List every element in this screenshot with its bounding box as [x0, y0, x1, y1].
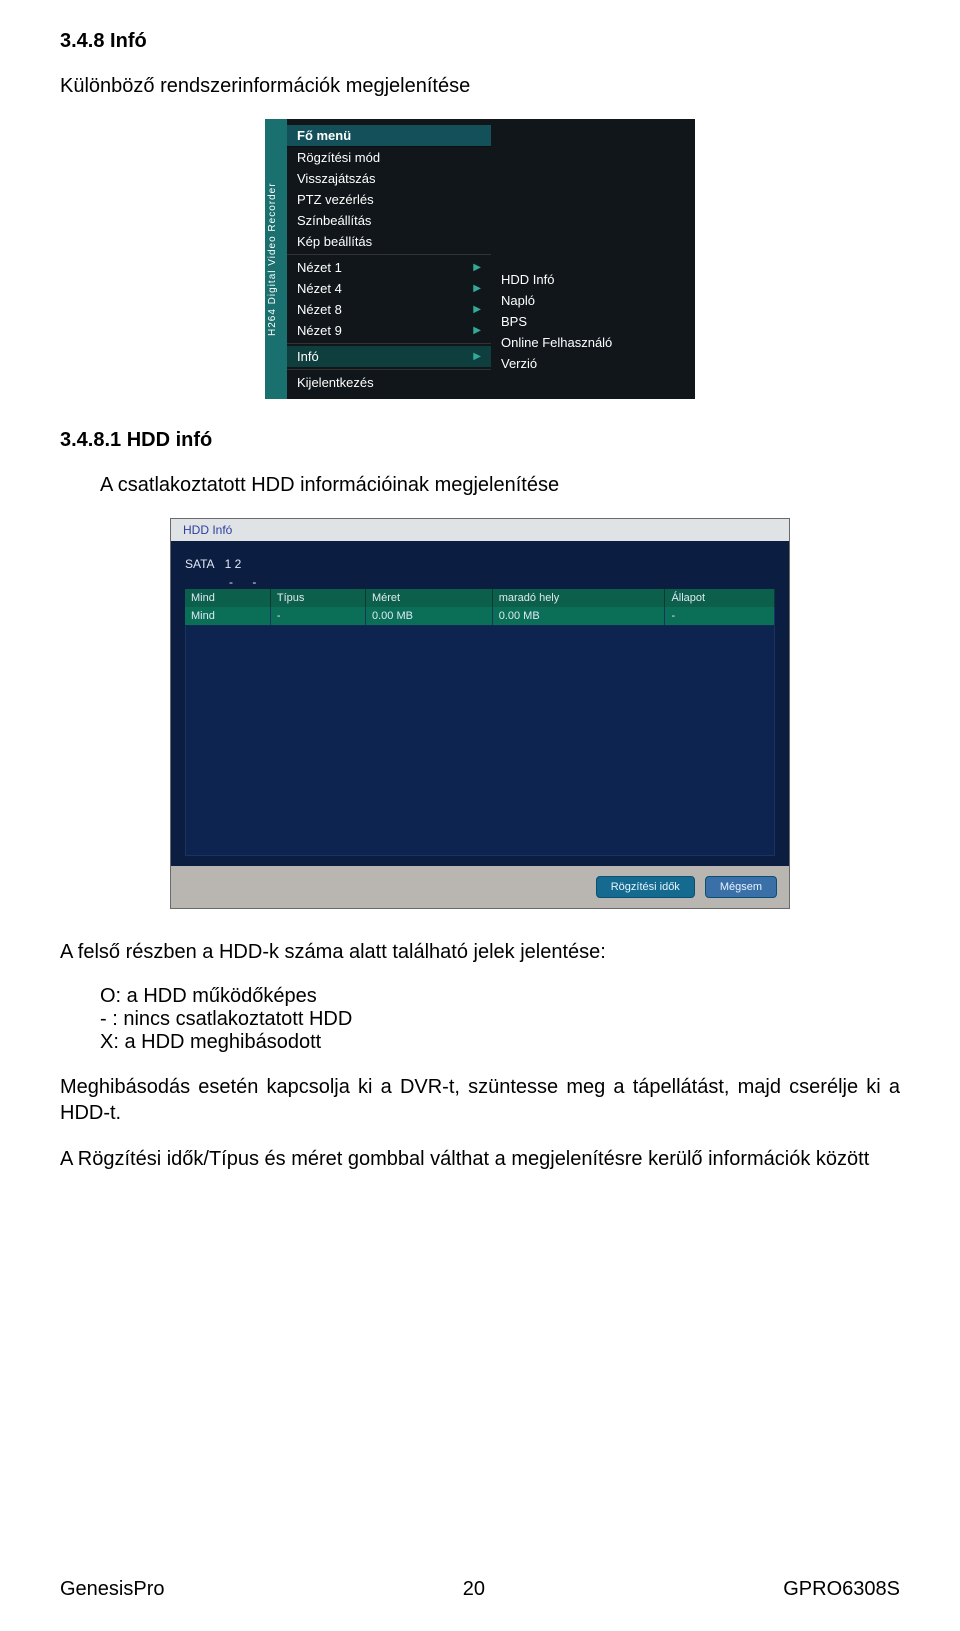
- footer-model: GPRO6308S: [783, 1578, 900, 1601]
- hdd-table-header-row: Mind Típus Méret maradó hely Állapot: [185, 589, 775, 607]
- menu-item: Nézet 9 ▶: [287, 320, 491, 341]
- menu-right-column: HDD Infó Napló BPS Online Felhasználó Ve…: [491, 119, 695, 399]
- menu-item: Színbeállítás: [287, 210, 491, 231]
- menu-item-label: Kép beállítás: [297, 234, 372, 249]
- chevron-right-icon: ▶: [473, 262, 481, 273]
- submenu-item: BPS: [491, 311, 695, 332]
- sata-label: SATA: [185, 557, 215, 571]
- hdd-col-remaining: maradó hely: [492, 589, 665, 607]
- menu-left-column: Fő menü Rögzítési mód Visszajátszás PTZ …: [287, 119, 491, 399]
- menu-item: Nézet 8 ▶: [287, 299, 491, 320]
- menu-item-label: Visszajátszás: [297, 171, 376, 186]
- sata-row: SATA 1 2: [185, 551, 775, 575]
- menu-item: Kép beállítás: [287, 231, 491, 252]
- sata-numbers: 1 2: [225, 557, 242, 571]
- submenu-item-label: Verzió: [501, 356, 537, 371]
- hdd-table-row: Mind - 0.00 MB 0.00 MB -: [185, 607, 775, 626]
- legend-x: X: a HDD meghibásodott: [60, 1031, 900, 1054]
- submenu-item: Verzió: [491, 353, 695, 374]
- menu-item: Nézet 1 ▶: [287, 257, 491, 278]
- hdd-cell: -: [270, 607, 365, 626]
- page-footer: GenesisPro 20 GPRO6308S: [60, 1578, 900, 1601]
- legend-intro: A felső részben a HDD-k száma alatt talá…: [60, 939, 900, 965]
- hdd-footer: Rögzítési idők Mégsem: [171, 866, 789, 908]
- menu-item-label: Nézet 1: [297, 260, 342, 275]
- submenu-item-label: BPS: [501, 314, 527, 329]
- submenu-item: Napló: [491, 290, 695, 311]
- submenu-item-label: Online Felhasználó: [501, 335, 612, 350]
- intro-text-3481: A csatlakoztatott HDD információinak meg…: [60, 472, 900, 498]
- submenu-item-label: Napló: [501, 293, 535, 308]
- menu-item-logout: Kijelentkezés: [287, 372, 491, 393]
- menu-item-label: Nézet 4: [297, 281, 342, 296]
- footer-brand: GenesisPro: [60, 1578, 165, 1601]
- footer-page-number: 20: [463, 1578, 485, 1601]
- menu-item: PTZ vezérlés: [287, 189, 491, 210]
- menu-item-label: Rögzítési mód: [297, 150, 380, 165]
- menu-item: Nézet 4 ▶: [287, 278, 491, 299]
- chevron-right-icon: ▶: [473, 351, 481, 362]
- intro-text-348: Különböző rendszerinformációk megjelenít…: [60, 73, 900, 99]
- menu-item-label: Nézet 8: [297, 302, 342, 317]
- hdd-cell: 0.00 MB: [365, 607, 492, 626]
- hdd-info-screenshot: HDD Infó SATA 1 2 - - Mind Típus Méret m…: [170, 518, 790, 909]
- menu-divider: [287, 343, 491, 344]
- hdd-cell: Mind: [185, 607, 270, 626]
- menu-item: Rögzítési mód: [287, 147, 491, 168]
- submenu-item: HDD Infó: [491, 269, 695, 290]
- legend-dash: - : nincs csatlakoztatott HDD: [60, 1008, 900, 1031]
- menu-title: Fő menü: [287, 125, 491, 147]
- submenu-item-label: HDD Infó: [501, 272, 554, 287]
- chevron-right-icon: ▶: [473, 283, 481, 294]
- hdd-col-size: Méret: [365, 589, 492, 607]
- hdd-window-title: HDD Infó: [171, 519, 789, 541]
- hdd-col-all: Mind: [185, 589, 270, 607]
- hdd-col-type: Típus: [270, 589, 365, 607]
- submenu-item: Online Felhasználó: [491, 332, 695, 353]
- hdd-cell: 0.00 MB: [492, 607, 665, 626]
- section-heading-348: 3.4.8 Infó: [60, 30, 900, 53]
- hdd-table-empty-area: [185, 626, 775, 856]
- chevron-right-icon: ▶: [473, 304, 481, 315]
- menu-divider: [287, 254, 491, 255]
- hdd-table: Mind Típus Méret maradó hely Állapot Min…: [185, 589, 775, 626]
- dvr-sidebar-label: H264 Digital Video Recorder: [265, 119, 287, 399]
- menu-item: Visszajátszás: [287, 168, 491, 189]
- menu-item-label: Nézet 9: [297, 323, 342, 338]
- menu-item-info: Infó ▶: [287, 346, 491, 367]
- main-menu-screenshot: H264 Digital Video Recorder Fő menü Rögz…: [265, 119, 695, 399]
- section-heading-3481: 3.4.8.1 HDD infó: [60, 429, 900, 452]
- record-times-button: Rögzítési idők: [596, 876, 695, 898]
- sata-status-dashes: - -: [185, 575, 775, 589]
- menu-item-label: Infó: [297, 349, 319, 364]
- chevron-right-icon: ▶: [473, 325, 481, 336]
- menu-item-label: PTZ vezérlés: [297, 192, 374, 207]
- hdd-cell: -: [665, 607, 775, 626]
- legend-o: O: a HDD működőképes: [60, 985, 900, 1008]
- fault-paragraph: Meghibásodás esetén kapcsolja ki a DVR-t…: [60, 1074, 900, 1126]
- menu-item-label: Színbeállítás: [297, 213, 371, 228]
- cancel-button: Mégsem: [705, 876, 777, 898]
- hdd-col-status: Állapot: [665, 589, 775, 607]
- menu-item-label: Kijelentkezés: [297, 375, 374, 390]
- toggle-paragraph: A Rögzítési idők/Típus és méret gombbal …: [60, 1146, 900, 1172]
- menu-divider: [287, 369, 491, 370]
